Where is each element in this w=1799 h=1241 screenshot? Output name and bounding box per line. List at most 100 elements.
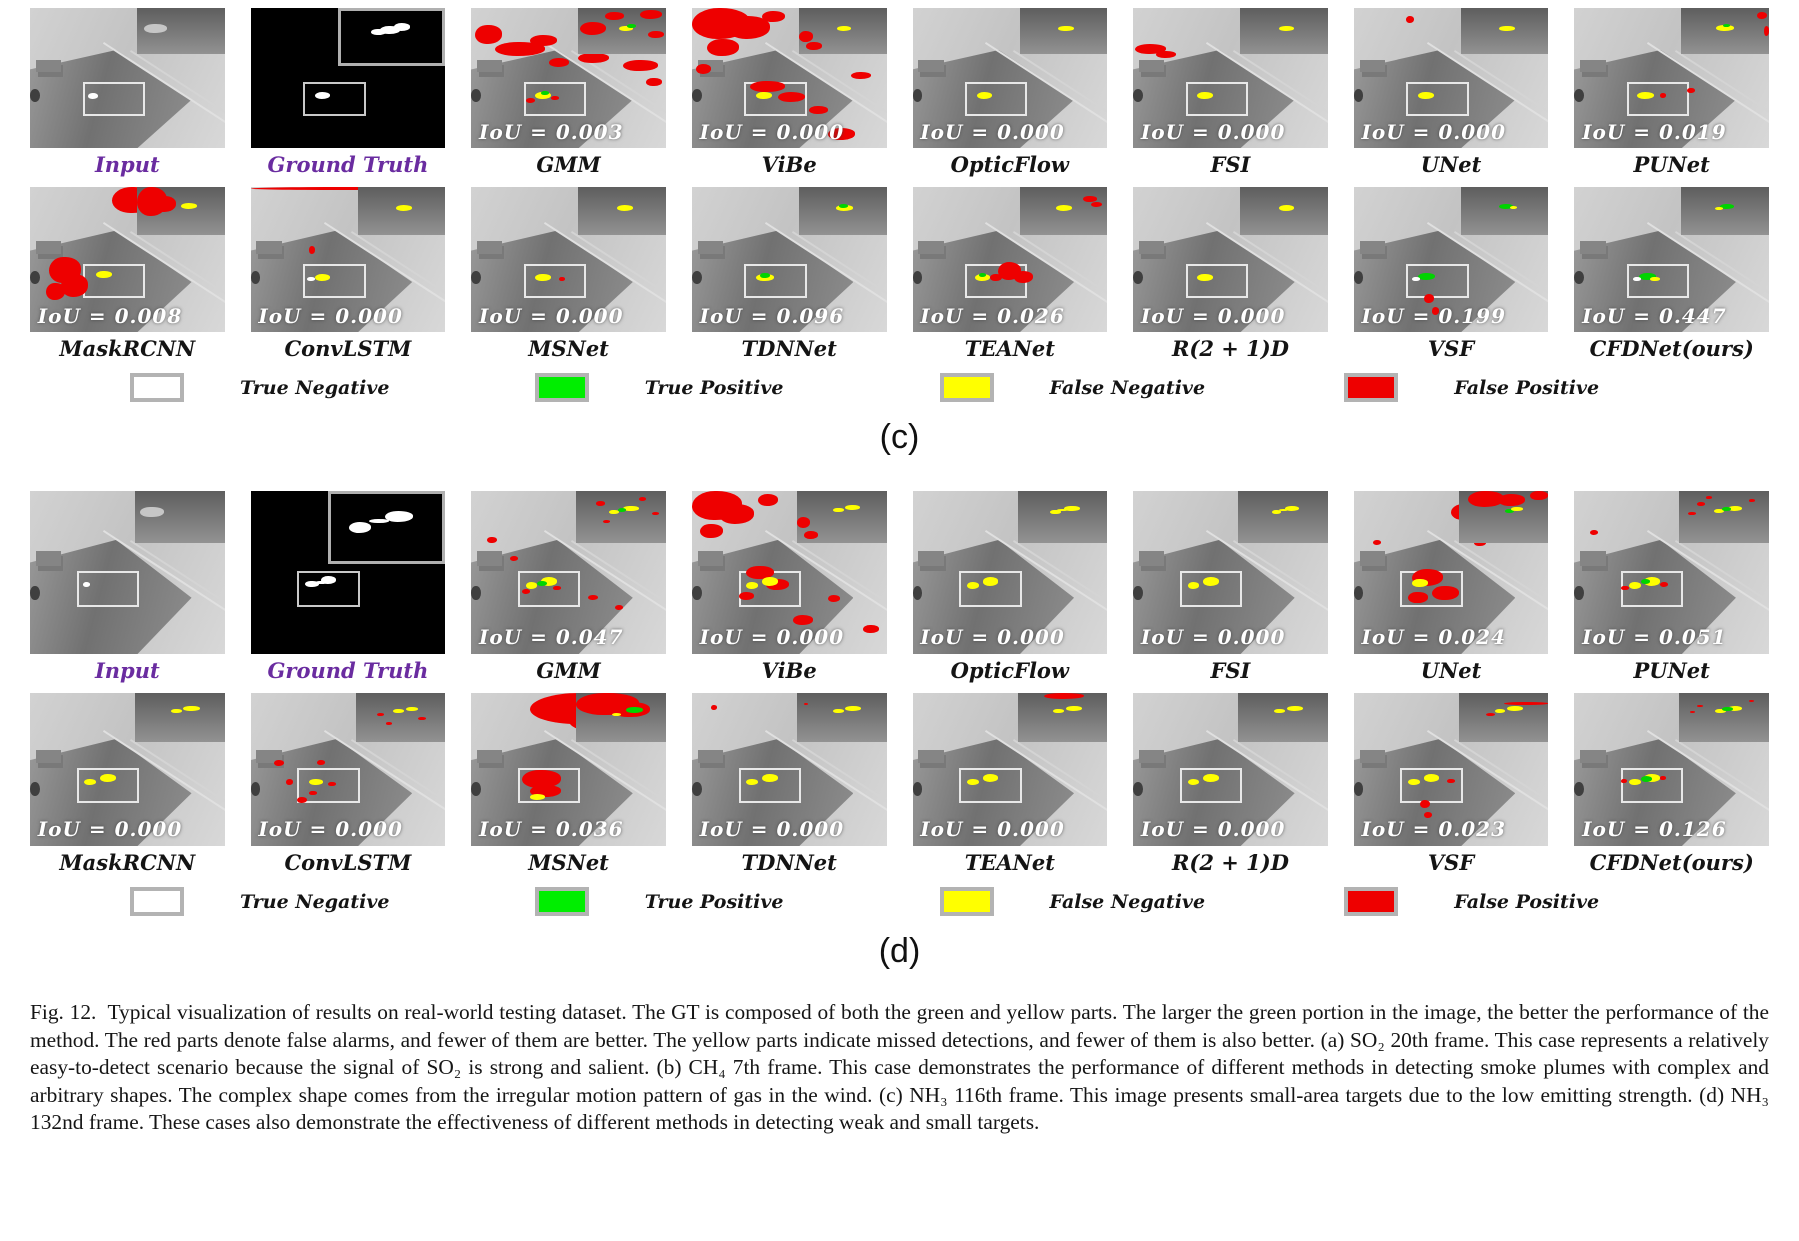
- image-row: IoU = 0.003 IoU = 0.000 IoU = 0.000 IoU = 0…: [30, 8, 1769, 148]
- iou-label: IoU = 0.096: [699, 303, 845, 328]
- legend-label: False Negative: [1049, 890, 1206, 913]
- dark-spot: [1574, 585, 1585, 601]
- result-image: IoU = 0.000: [691, 491, 887, 654]
- dark-spot: [1133, 89, 1143, 102]
- false-negative-blob: [1049, 509, 1061, 515]
- true-negative-box: [1406, 263, 1469, 299]
- true-negative-box: [738, 767, 801, 803]
- platform-structure: [256, 240, 282, 254]
- result-image: IoU = 0.023: [1353, 693, 1549, 846]
- legend-swatch: [130, 887, 184, 916]
- method-label: TDNNet: [741, 336, 837, 361]
- false-positive-blob: [552, 585, 561, 591]
- false-positive-blob: [1044, 693, 1084, 699]
- false-negative-blob: [1499, 25, 1516, 32]
- false-positive-blob: [761, 10, 786, 22]
- false-negative-blob: [1284, 505, 1300, 511]
- ground-truth-blob: [379, 25, 400, 34]
- true-positive-blob: [1640, 775, 1653, 782]
- platform-structure: [477, 59, 503, 73]
- false-positive-blob: [1697, 704, 1703, 708]
- false-positive-blob: [475, 24, 503, 45]
- false-positive-blob: [750, 80, 786, 92]
- method-label: VSF: [1427, 336, 1475, 361]
- legend-item: True Negative: [90, 887, 495, 916]
- legend-label: False Positive: [1454, 376, 1600, 399]
- false-negative-blob: [535, 92, 552, 99]
- legend-label: True Positive: [644, 376, 784, 399]
- true-positive-blob: [617, 507, 627, 512]
- false-positive-blob: [1621, 778, 1627, 784]
- platform-structure: [697, 240, 723, 254]
- iou-label: IoU = 0.199: [1361, 303, 1506, 328]
- dark-spot: [1353, 585, 1364, 601]
- zoom-inset: [1017, 491, 1108, 544]
- iou-label: IoU = 0.000: [920, 817, 1065, 842]
- false-positive-blob: [1763, 26, 1769, 36]
- zoom-inset: [578, 8, 666, 55]
- result-image: IoU = 0.000: [1133, 491, 1328, 654]
- false-positive-blob: [990, 274, 1003, 282]
- false-positive-blob: [1660, 775, 1666, 781]
- zoom-inset: [1019, 187, 1108, 235]
- false-positive-blob: [646, 78, 662, 87]
- dark-spot: [30, 781, 40, 796]
- false-positive-blob: [726, 16, 770, 39]
- iou-label: IoU = 0.023: [1361, 817, 1506, 842]
- platform-structure: [918, 59, 944, 73]
- false-negative-blob: [612, 712, 622, 716]
- false-negative-blob: [835, 205, 854, 211]
- method-label: MaskRCNN: [59, 850, 196, 875]
- method-label: PUNet: [1633, 658, 1710, 683]
- false-negative-blob: [976, 92, 993, 99]
- false-negative-blob: [966, 582, 979, 589]
- true-positive-blob: [759, 272, 770, 279]
- legend-swatch: [1344, 887, 1399, 916]
- zoom-inset: [355, 693, 446, 742]
- true-positive-blob: [1417, 272, 1436, 280]
- false-negative-blob: [314, 274, 331, 282]
- input-image: [30, 8, 225, 148]
- false-positive-blob: [1589, 530, 1598, 535]
- false-positive-blob: [309, 790, 317, 796]
- iou-label: IoU = 0.024: [1361, 625, 1506, 650]
- false-positive-blob: [1749, 699, 1754, 702]
- dark-spot: [912, 781, 923, 796]
- legend-label: True Positive: [644, 890, 784, 913]
- false-negative-blob: [1197, 274, 1213, 282]
- true-positive-blob: [1640, 579, 1651, 584]
- legend-item: False Negative: [900, 373, 1305, 402]
- true-positive-blob: [839, 204, 848, 209]
- zoom-inset: [798, 187, 887, 235]
- platform-structure: [35, 240, 62, 254]
- method-label: VSF: [1427, 850, 1475, 875]
- false-positive-blob: [804, 702, 808, 705]
- false-positive-blob: [603, 520, 611, 524]
- false-positive-blob: [623, 59, 659, 71]
- platform-structure: [1580, 240, 1606, 254]
- platform-structure: [256, 749, 282, 764]
- ground-truth-blob: [314, 92, 331, 99]
- false-negative-blob: [1628, 582, 1641, 589]
- false-positive-blob: [309, 246, 315, 254]
- method-label: ViBe: [761, 152, 817, 177]
- platform-structure: [477, 551, 503, 566]
- result-image: IoU = 0.051: [1574, 491, 1769, 654]
- ground-truth-blob: [320, 575, 337, 584]
- true-positive-blob: [627, 23, 637, 28]
- method-label: CFDNet(ours): [1589, 336, 1754, 361]
- legend-row: True Negative True Positive False Negative…: [90, 373, 1709, 402]
- false-negative-blob: [1053, 708, 1065, 714]
- faint-plume-blob: [144, 23, 167, 33]
- method-label: TEANet: [964, 336, 1055, 361]
- figure-caption: Fig. 12. Typical visualization of result…: [30, 1000, 1769, 1135]
- false-positive-blob: [580, 21, 607, 35]
- false-positive-blob: [1447, 778, 1455, 784]
- false-negative-blob: [616, 205, 633, 211]
- dark-spot: [1353, 781, 1364, 796]
- method-label: R(2 + 1)D: [1171, 336, 1289, 361]
- legend-label: False Negative: [1049, 376, 1206, 399]
- false-negative-blob: [837, 25, 852, 31]
- panel-gap: [30, 477, 1769, 491]
- iou-label: IoU = 0.000: [1361, 119, 1506, 144]
